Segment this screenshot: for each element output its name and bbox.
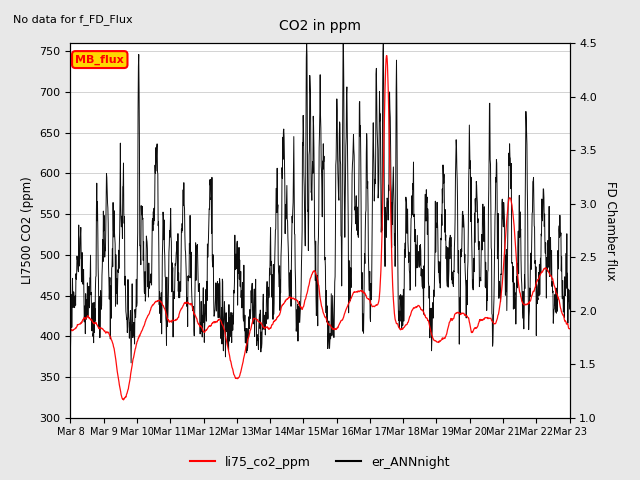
Y-axis label: LI7500 CO2 (ppm): LI7500 CO2 (ppm) bbox=[21, 177, 34, 284]
Text: No data for f_FD_Flux: No data for f_FD_Flux bbox=[13, 14, 132, 25]
Y-axis label: FD Chamber flux: FD Chamber flux bbox=[604, 180, 616, 280]
Text: MB_flux: MB_flux bbox=[76, 54, 124, 65]
Legend: li75_co2_ppm, er_ANNnight: li75_co2_ppm, er_ANNnight bbox=[186, 451, 454, 474]
Text: CO2 in ppm: CO2 in ppm bbox=[279, 19, 361, 33]
